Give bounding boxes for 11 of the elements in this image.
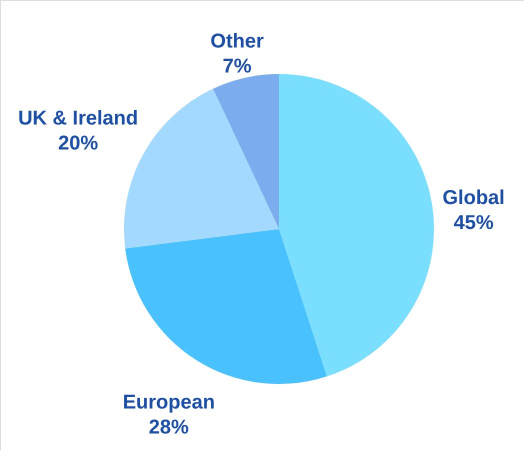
data-label: 28%	[148, 416, 190, 439]
pie-slice	[125, 229, 327, 384]
pie-slice	[279, 74, 434, 376]
pie-slice	[213, 74, 279, 229]
slice-label: European	[122, 392, 215, 414]
slice-label: Global	[442, 187, 505, 210]
slice-label: Other	[210, 30, 264, 53]
slice-label: UK & Ireland	[18, 108, 138, 130]
data-label: 7%	[222, 56, 252, 78]
data-label: 20%	[58, 132, 98, 155]
data-label: 45%	[454, 212, 494, 234]
